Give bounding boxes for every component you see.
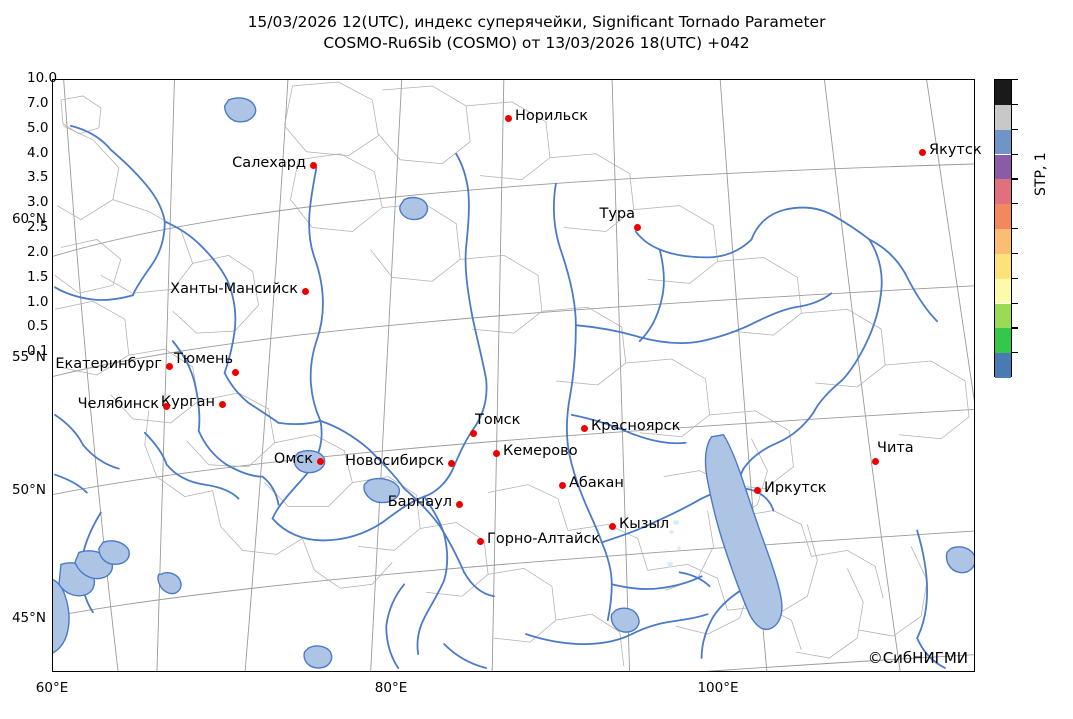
colorbar-tick-mark — [1012, 252, 1018, 255]
city-label: Челябинск — [77, 396, 159, 412]
colorbar-band — [995, 129, 1011, 155]
y-tick-label: 55°N — [11, 349, 46, 365]
colorbar-band — [995, 154, 1011, 180]
colorbar-tick-mark — [1012, 128, 1018, 130]
city-label: Ханты-Мансийск — [170, 281, 298, 297]
colorbar-tick-mark — [1012, 277, 1018, 279]
colorbar-tick-label: 7.0 — [27, 94, 49, 111]
colorbar-band — [995, 353, 1011, 378]
city-label: Якутск — [929, 142, 982, 158]
city-label: Абакан — [569, 475, 624, 491]
city-label: Новосибирск — [345, 453, 444, 469]
colorbar-tick-label: 3.5 — [27, 169, 49, 186]
colorbar-tick-mark — [1012, 153, 1018, 155]
city-dot-icon — [165, 362, 173, 370]
city-label: Омск — [273, 451, 313, 467]
colorbar-band — [995, 253, 1011, 279]
figure-title: 15/03/2026 12(UTC), индекс суперячейки, … — [0, 12, 1073, 54]
graticule-lines — [53, 80, 974, 671]
city-dot-icon — [492, 449, 500, 457]
city-dot-icon — [469, 429, 477, 437]
colorbar-band — [995, 179, 1011, 205]
y-tick-label: 60°N — [11, 211, 46, 227]
city-label: Салехард — [232, 155, 306, 171]
water-bodies — [53, 97, 974, 669]
colorbar-tick-mark — [1012, 203, 1018, 205]
city-label: Екатеринбург — [55, 356, 162, 372]
colorbar-axis-label: STP, 1 — [1033, 152, 1049, 196]
city-dot-icon — [633, 223, 641, 231]
city-label: Курган — [160, 394, 215, 410]
colorbar-tick-mark — [1012, 228, 1018, 230]
city-dot-icon — [447, 459, 455, 467]
colorbar-tick-mark — [1012, 327, 1018, 329]
city-dot-icon — [753, 486, 761, 494]
city-dot-icon — [871, 457, 879, 465]
city-label: Томск — [475, 412, 521, 428]
colorbar-tick-label: 3.0 — [27, 194, 49, 211]
city-dot-icon — [918, 148, 926, 156]
colorbar-tick-label: 5.0 — [27, 119, 49, 136]
x-tick-label: 80°E — [374, 680, 408, 696]
colorbar-band — [995, 104, 1011, 130]
title-line-1: 15/03/2026 12(UTC), индекс суперячейки, … — [247, 13, 826, 31]
city-dot-icon — [476, 537, 484, 545]
city-dot-icon — [608, 522, 616, 530]
parameter-field-cells — [667, 520, 681, 568]
city-label: Тюмень — [174, 351, 233, 367]
colorbar-band — [995, 204, 1011, 229]
colorbar-band — [995, 229, 1011, 254]
city-dot-icon — [162, 402, 170, 410]
colorbar-tick-label: 2.5 — [27, 219, 49, 235]
colorbar-tick-mark — [1012, 103, 1018, 106]
city-label: Кемерово — [503, 443, 578, 459]
city-label: Красноярск — [591, 418, 681, 434]
colorbar-tick-mark — [1012, 79, 1018, 81]
colorbar-band — [995, 80, 1011, 105]
colorbar-tick-mark — [1012, 352, 1018, 354]
city-label: Норильск — [515, 108, 588, 124]
colorbar-tick-label: 0.5 — [27, 318, 49, 335]
colorbar[interactable] — [994, 79, 1012, 378]
city-dot-icon — [455, 500, 463, 508]
city-label: Кызыл — [619, 516, 670, 532]
city-label: Иркутск — [764, 480, 827, 496]
colorbar-band — [995, 303, 1011, 329]
colorbar-band — [995, 328, 1011, 354]
city-dot-icon — [218, 400, 226, 408]
colorbar-gradient — [994, 79, 1012, 378]
city-label: Тура — [599, 206, 635, 222]
colorbar-tick-label: 0.1 — [27, 343, 49, 360]
x-tick-label: 60°E — [35, 680, 69, 696]
colorbar-tick-label: 1.5 — [27, 268, 49, 285]
colorbar-tick-label: 10.0 — [27, 70, 58, 86]
city-dot-icon — [316, 457, 324, 465]
rivers-and-coastlines — [54, 124, 946, 669]
colorbar-tick-mark — [1012, 178, 1018, 180]
city-label: Чита — [877, 440, 914, 456]
y-tick-label: 45°N — [11, 610, 46, 626]
colorbar-tick-label: 1.0 — [27, 293, 49, 310]
colorbar-tick-mark — [1012, 302, 1018, 304]
y-tick-label: 50°N — [11, 482, 46, 498]
city-dot-icon — [309, 161, 317, 169]
city-dot-icon — [580, 424, 588, 432]
colorbar-tick-label: 2.0 — [27, 243, 49, 260]
title-line-2: COSMO-Ru6Sib (COSMO) от 13/03/2026 18(UT… — [323, 34, 750, 52]
city-dot-icon — [504, 114, 512, 122]
city-dot-icon — [558, 481, 566, 489]
map-geometry — [53, 80, 974, 671]
city-dot-icon — [231, 368, 239, 376]
city-label: Барнаул — [387, 494, 452, 510]
city-label: Горно-Алтайск — [487, 531, 601, 547]
copyright-credit: ©СибНИГМИ — [867, 649, 968, 667]
colorbar-tick-label: 4.0 — [27, 144, 49, 161]
city-dot-icon — [301, 287, 309, 295]
x-tick-label: 100°E — [697, 680, 739, 696]
map-plot-area[interactable]: ©СибНИГМИ — [52, 79, 975, 672]
colorbar-band — [995, 278, 1011, 304]
